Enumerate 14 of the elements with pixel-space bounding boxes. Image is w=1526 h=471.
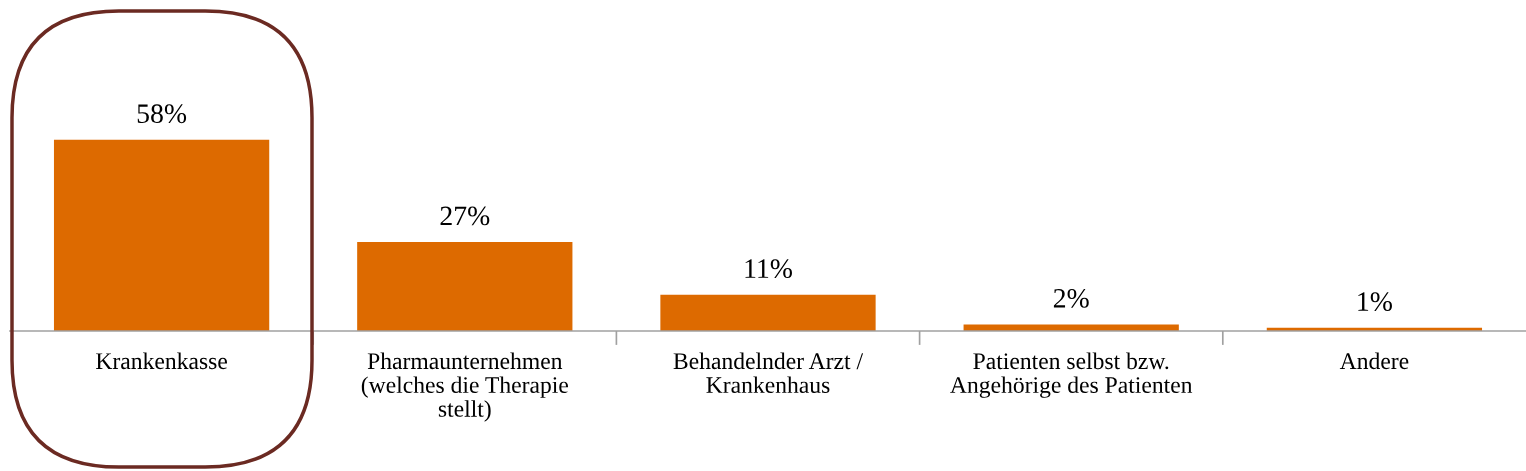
x-tick-label: Pharmaunternehmen (welches die Therapie stellt) (361, 352, 568, 422)
data-label: 2% (1053, 288, 1089, 308)
bar (660, 294, 876, 331)
bar (963, 324, 1179, 331)
data-label: 58% (137, 104, 187, 124)
x-tick-label: Krankenkasse (96, 352, 227, 370)
x-tick-label: Behandelnder Arzt / Krankenhaus (673, 352, 864, 393)
data-label: 27% (440, 206, 490, 226)
x-tick-label: Andere (1339, 352, 1409, 370)
data-label: 1% (1358, 292, 1392, 312)
x-tick-label: Patienten selbst bzw. Angehörige des Patienten (950, 352, 1193, 398)
bar (357, 241, 573, 331)
bar (53, 139, 270, 331)
data-label: 11% (745, 259, 792, 279)
